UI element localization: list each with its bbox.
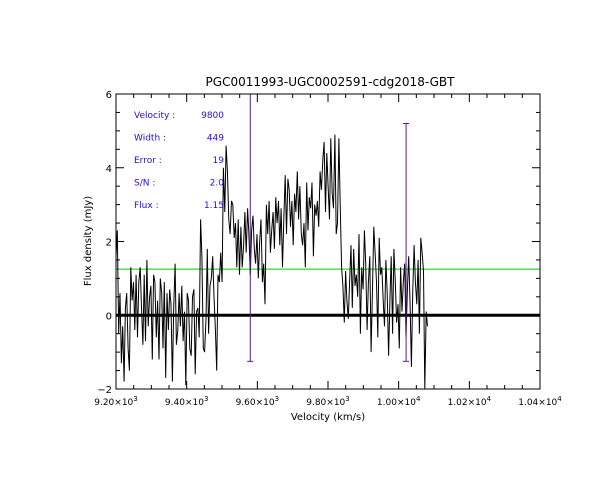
x-tick-label: 9.20×103	[94, 395, 138, 408]
stat-label: Velocity :	[134, 111, 175, 121]
y-tick-label: 0	[106, 311, 112, 322]
plot-area	[116, 94, 540, 389]
stat-label: Error :	[134, 156, 162, 166]
stats-annotations: Velocity : 9800 Width : 449 Error : 19 S/N : 2.…	[134, 111, 224, 211]
stat-value: 449	[207, 134, 224, 144]
stat-value: 1.15	[204, 201, 224, 211]
stat-value: 2.0	[210, 179, 225, 189]
stat-value: 19	[213, 156, 225, 166]
y-tick-label: 4	[106, 164, 112, 175]
spectrum-series-line	[116, 134, 428, 389]
chart-title: PGC0011993-UGC0002591-cdg2018-GBT	[206, 75, 456, 89]
x-tick-label: 9.80×103	[306, 395, 350, 408]
y-tick-label: 6	[106, 90, 112, 101]
stat-label: S/N :	[134, 179, 155, 189]
x-axis-label: Velocity (km/s)	[291, 412, 365, 423]
plot-frame	[115, 93, 541, 390]
axes: 9.20×103 9.40×103 9.60×103 9.80×103 1.00×104…	[94, 90, 562, 408]
plot-content	[116, 134, 540, 389]
x-tick-label: 9.60×103	[236, 395, 280, 408]
y-tick-label: 2	[106, 238, 112, 249]
x-tick-label: 1.00×104	[377, 395, 421, 408]
stat-label: Flux :	[134, 201, 159, 211]
x-tick-label: 1.04×104	[518, 395, 562, 408]
y-axis-label: Flux density (mJy)	[83, 196, 94, 286]
stat-label: Width :	[134, 134, 166, 144]
y-tick-label: −2	[97, 385, 112, 396]
stat-value: 9800	[201, 111, 224, 121]
x-tick-label: 1.02×104	[448, 395, 492, 408]
x-tick-label: 9.40×103	[165, 395, 209, 408]
